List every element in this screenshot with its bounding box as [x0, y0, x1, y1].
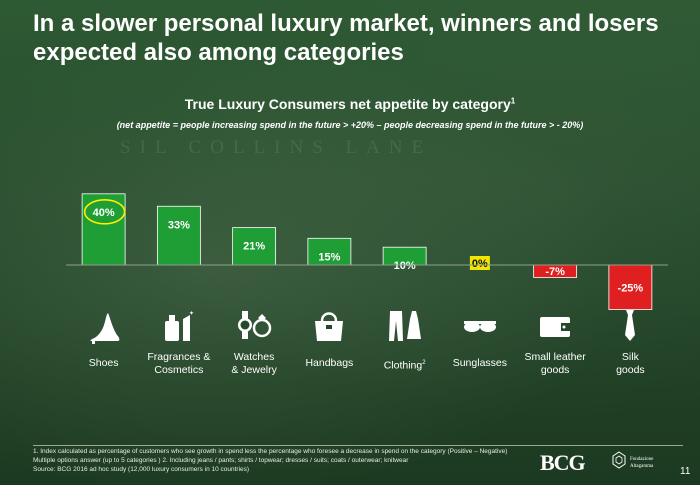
- chart-subtitle: (net appetite = people increasing spend …: [116, 120, 584, 130]
- category-label-4: Clothing2: [383, 359, 426, 372]
- wallet-icon: [540, 317, 571, 337]
- altagamma-line-2: Altagamma: [630, 464, 654, 469]
- altagamma-line-1: Fondazione: [630, 457, 654, 462]
- category-label-1: Fragrances & Cosmetics: [147, 351, 211, 376]
- footnote-1: 1. Index calculated as percentage of cus…: [33, 448, 508, 455]
- footer-divider: [33, 445, 683, 446]
- high-heel-icon: [89, 313, 120, 344]
- background-sign-text: SIL COLLINS LANE: [120, 137, 433, 158]
- category-label-2: Watches & Jewelry: [231, 351, 277, 376]
- data-label-6: -7%: [545, 266, 565, 278]
- bar-1: [156, 205, 201, 266]
- category-label-0: Shoes: [88, 357, 119, 369]
- bar-0: [81, 193, 126, 266]
- category-label-7: Silk goods: [616, 351, 645, 376]
- data-label-4: 10%: [394, 260, 416, 272]
- sunglasses-icon: [463, 321, 496, 332]
- bar-5: [469, 256, 490, 270]
- data-label-3: 15%: [318, 251, 340, 263]
- page-number: 11: [680, 466, 691, 477]
- data-label-0: 40%: [93, 207, 115, 219]
- chart-title: True Luxury Consumers net appetite by ca…: [184, 96, 516, 112]
- category-label-6: Small leather goods: [524, 351, 586, 376]
- category-label-5: Sunglasses: [452, 357, 508, 369]
- slide-title: In a slower personal luxury market, winn…: [33, 10, 659, 66]
- bar-2: [232, 227, 277, 266]
- footnotes: 1. Index calculated as percentage of cus…: [33, 447, 507, 474]
- footnote-source: Source: BCG 2016 ad hoc study (12,000 lu…: [33, 466, 250, 473]
- footnote-2: Multiple options answer (up to 5 categor…: [33, 457, 409, 464]
- bar-7: [608, 264, 653, 310]
- handbag-icon: [315, 312, 344, 341]
- highlight-circle: [83, 199, 126, 225]
- data-label-1: 33%: [168, 219, 190, 231]
- watch-ring-icon: [238, 311, 272, 339]
- bcg-logo: BCG: [540, 450, 586, 475]
- data-label-2: 21%: [243, 241, 265, 253]
- bar-3: [307, 237, 352, 266]
- data-label-5: 0%: [472, 258, 488, 270]
- tie-icon: [625, 310, 636, 341]
- perfume-lipstick-icon: ✦: [164, 310, 194, 341]
- clothing-icon: [388, 311, 421, 341]
- svg-text:✦: ✦: [189, 310, 194, 317]
- category-label-3: Handbags: [305, 357, 354, 369]
- altagamma-logo: Fondazione Altagamma: [612, 451, 654, 469]
- data-label-7: -25%: [618, 282, 644, 294]
